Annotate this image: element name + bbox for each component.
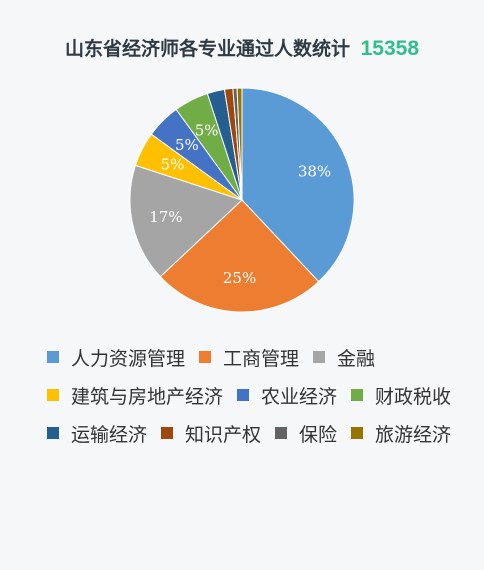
pie-slice bbox=[129, 164, 243, 278]
legend-swatch bbox=[47, 351, 59, 363]
pie-slice bbox=[241, 87, 355, 283]
pie-chart: 38%25%17%5%5%5% bbox=[129, 87, 355, 313]
total-count: 15358 bbox=[360, 37, 420, 60]
legend-label: 运输经济 bbox=[71, 423, 148, 446]
chart-title-row: 山东省经济师各专业通过人数统计 15358 bbox=[0, 34, 484, 61]
legend-label: 旅游经济 bbox=[375, 423, 452, 446]
legend-item[interactable]: 运输经济 bbox=[47, 414, 147, 452]
legend-label: 工商管理 bbox=[223, 347, 300, 370]
legend-item[interactable]: 人力资源管理 bbox=[47, 338, 185, 376]
legend-swatch bbox=[199, 351, 212, 363]
legend-swatch bbox=[351, 389, 364, 401]
legend-swatch bbox=[275, 427, 288, 439]
chart-legend: 人力资源管理 工商管理 金融建筑与房地产经济 农业经济 财政税收运输经济 知识产权 保险 旅游… bbox=[47, 338, 467, 452]
legend-swatch bbox=[161, 427, 174, 439]
legend-swatch bbox=[47, 427, 59, 439]
legend-label: 人力资源管理 bbox=[71, 347, 186, 370]
legend-label: 知识产权 bbox=[185, 423, 262, 446]
legend-item[interactable]: 旅游经济 bbox=[351, 414, 451, 452]
legend-label: 保险 bbox=[299, 423, 338, 446]
legend-swatch bbox=[313, 351, 326, 363]
slice-data-label: 5% bbox=[195, 122, 219, 140]
chart-title: 山东省经济师各专业通过人数统计 bbox=[64, 38, 350, 60]
legend-label: 金融 bbox=[337, 347, 376, 370]
legend-item[interactable]: 保险 bbox=[275, 414, 337, 452]
legend-item[interactable]: 金融 bbox=[313, 338, 375, 376]
slice-data-label: 38% bbox=[298, 162, 331, 180]
legend-item[interactable]: 工商管理 bbox=[199, 338, 299, 376]
pie-slice bbox=[236, 87, 243, 201]
slice-data-label: 5% bbox=[161, 156, 185, 174]
slice-data-label: 25% bbox=[223, 269, 256, 287]
legend-swatch bbox=[351, 427, 364, 439]
slice-data-label: 5% bbox=[175, 136, 199, 154]
slice-data-label: 17% bbox=[149, 208, 182, 226]
legend-label: 农业经济 bbox=[261, 385, 338, 408]
legend-item[interactable]: 建筑与房地产经济 bbox=[47, 376, 223, 414]
pie-slice bbox=[159, 199, 320, 313]
legend-swatch bbox=[47, 389, 59, 401]
legend-label: 建筑与房地产经济 bbox=[71, 385, 224, 408]
legend-item[interactable]: 知识产权 bbox=[161, 414, 261, 452]
legend-label: 财政税收 bbox=[375, 385, 452, 408]
legend-swatch bbox=[237, 389, 250, 401]
legend-item[interactable]: 财政税收 bbox=[351, 376, 451, 414]
legend-item[interactable]: 农业经济 bbox=[237, 376, 337, 414]
